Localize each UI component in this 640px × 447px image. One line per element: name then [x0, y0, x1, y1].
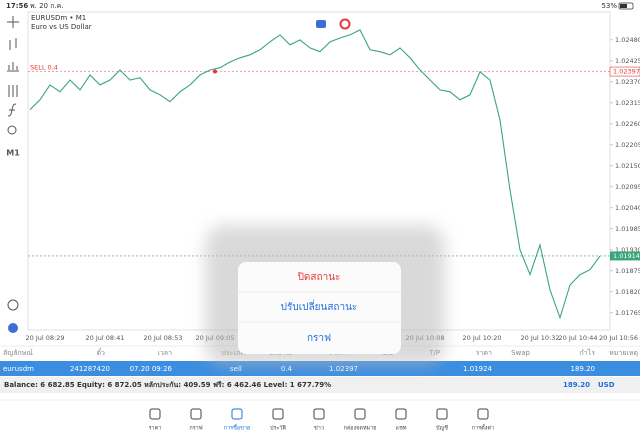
x-tick-label: 20 Jul 08:29	[26, 334, 65, 342]
tab-icon[interactable]	[190, 408, 202, 420]
tab-label[interactable]: ข่าว	[314, 426, 324, 432]
tab-icon[interactable]	[313, 408, 325, 420]
cell: eurusdm	[3, 365, 34, 373]
cell: 1.02397	[329, 365, 358, 373]
one-click-button[interactable]	[316, 20, 326, 28]
tab-label[interactable]: แชท	[396, 425, 407, 432]
y-tick-label: 1.02480	[615, 36, 640, 44]
column-header: กำไร	[580, 348, 596, 357]
column-header: ตั๋ว	[97, 348, 106, 357]
cell: 1.01924	[463, 365, 492, 373]
x-tick-label: 20 Jul 10:32	[521, 334, 560, 342]
y-tick-label: 1.02150	[615, 162, 640, 170]
action-sheet	[238, 262, 401, 354]
cell: 189.20	[571, 365, 596, 373]
tab-icon[interactable]	[354, 408, 366, 420]
y-tick-label: 1.01930	[615, 246, 640, 254]
price-box	[610, 251, 640, 261]
tab-label[interactable]: ประวัติ	[270, 425, 286, 432]
y-tick-label: 1.02370	[615, 78, 640, 86]
tab-label[interactable]: ราคา	[149, 426, 162, 432]
y-tick-label: 1.01875	[615, 267, 640, 275]
tab-label[interactable]: บัญชี	[436, 425, 448, 432]
tab-icon[interactable]	[477, 408, 489, 420]
order-price-box	[609, 66, 640, 77]
x-tick-label: 20 Jul 10:20	[463, 334, 502, 342]
tab-label[interactable]: กราฟ	[189, 425, 202, 432]
function-tool[interactable]	[7, 103, 17, 117]
y-tick-label: 1.02205	[615, 141, 640, 149]
y-tick-label: 1.01985	[615, 225, 640, 233]
tab-icon[interactable]	[231, 408, 243, 420]
status-date: พ. 20 ก.ค.	[30, 2, 64, 10]
x-tick-label: 20 Jul 08:41	[86, 334, 125, 342]
x-tick-label: 20 Jul 08:53	[144, 334, 183, 342]
order-label: SELL 0.4	[30, 64, 58, 72]
price-line-series	[29, 29, 601, 320]
crosshair-tool[interactable]	[7, 16, 19, 28]
toolbar	[7, 16, 19, 311]
news-button[interactable]	[339, 18, 351, 30]
y-tick-label: 1.02315	[615, 99, 640, 107]
chart-symbol: EURUSDm • M1	[31, 14, 86, 22]
chart-action[interactable]: กราฟ	[307, 333, 331, 344]
summary-text: Balance: 6 682.85 Equity: 6 872.05 หลักป…	[4, 381, 331, 389]
indicator-tool[interactable]	[7, 62, 19, 72]
y-tick-label: 1.01765	[615, 309, 640, 317]
modify-position[interactable]: ปรับเปลี่ยนสถานะ	[281, 299, 358, 313]
timeframe[interactable]: M1	[6, 149, 20, 158]
tab-icon[interactable]	[395, 408, 407, 420]
clock-tool[interactable]	[7, 299, 19, 311]
cell: 241287420	[70, 365, 110, 373]
tab-label[interactable]: การตั้งค่า	[472, 424, 494, 432]
cell: sell	[230, 365, 242, 373]
cell: 07.20 09:26	[130, 365, 173, 373]
column-header: สัญลักษณ์	[3, 349, 33, 357]
status-time: 17:56	[6, 2, 28, 10]
column-header: Swap	[511, 349, 530, 357]
column-header: ราคา	[476, 349, 492, 357]
order-price-label: 1.02397	[613, 68, 640, 76]
column-header: เวลา	[157, 349, 172, 357]
price-label: 1.01914	[613, 252, 640, 260]
objects-tool[interactable]	[7, 125, 17, 135]
close-position[interactable]: ปิดสถานะ	[297, 272, 340, 283]
x-tick-label: 20 Jul 10:56	[599, 334, 638, 342]
column-header: หมายเหตุ	[609, 349, 638, 357]
y-tick-label: 1.02425	[615, 57, 640, 65]
tab-icon[interactable]	[272, 408, 284, 420]
cell: 0.4	[281, 365, 293, 373]
summary-bar	[0, 377, 640, 393]
y-tick-label: 1.02260	[615, 120, 640, 128]
settings-tool[interactable]	[8, 85, 18, 97]
tab-label[interactable]: การซื้อขาย	[224, 424, 250, 432]
y-tick-label: 1.02095	[615, 183, 640, 191]
battery-icon	[618, 2, 634, 10]
summary-currency: USD	[598, 381, 615, 389]
tab-label[interactable]: กล่องจดหมาย	[343, 426, 376, 432]
tab-icon[interactable]	[149, 408, 161, 420]
battery-level	[620, 4, 627, 8]
status-battery: 53%	[601, 2, 617, 10]
tab-icon[interactable]	[436, 408, 448, 420]
tab-bar: ราคา กราฟ การซื้อขาย ประวัติ ข่าว กล่องจดหมาย…	[149, 408, 494, 432]
y-tick-label: 1.01820	[615, 288, 640, 296]
summary-profit: 189.20	[563, 381, 590, 389]
y-tick-label: 1.02040	[615, 204, 640, 212]
app-logo	[8, 323, 18, 333]
candle-tool[interactable]	[9, 38, 17, 50]
x-tick-label: 20 Jul 10:44	[559, 334, 598, 342]
chart-description: Euro vs US Dollar	[31, 23, 92, 31]
order-entry	[213, 69, 217, 74]
selected-row[interactable]	[0, 361, 640, 376]
